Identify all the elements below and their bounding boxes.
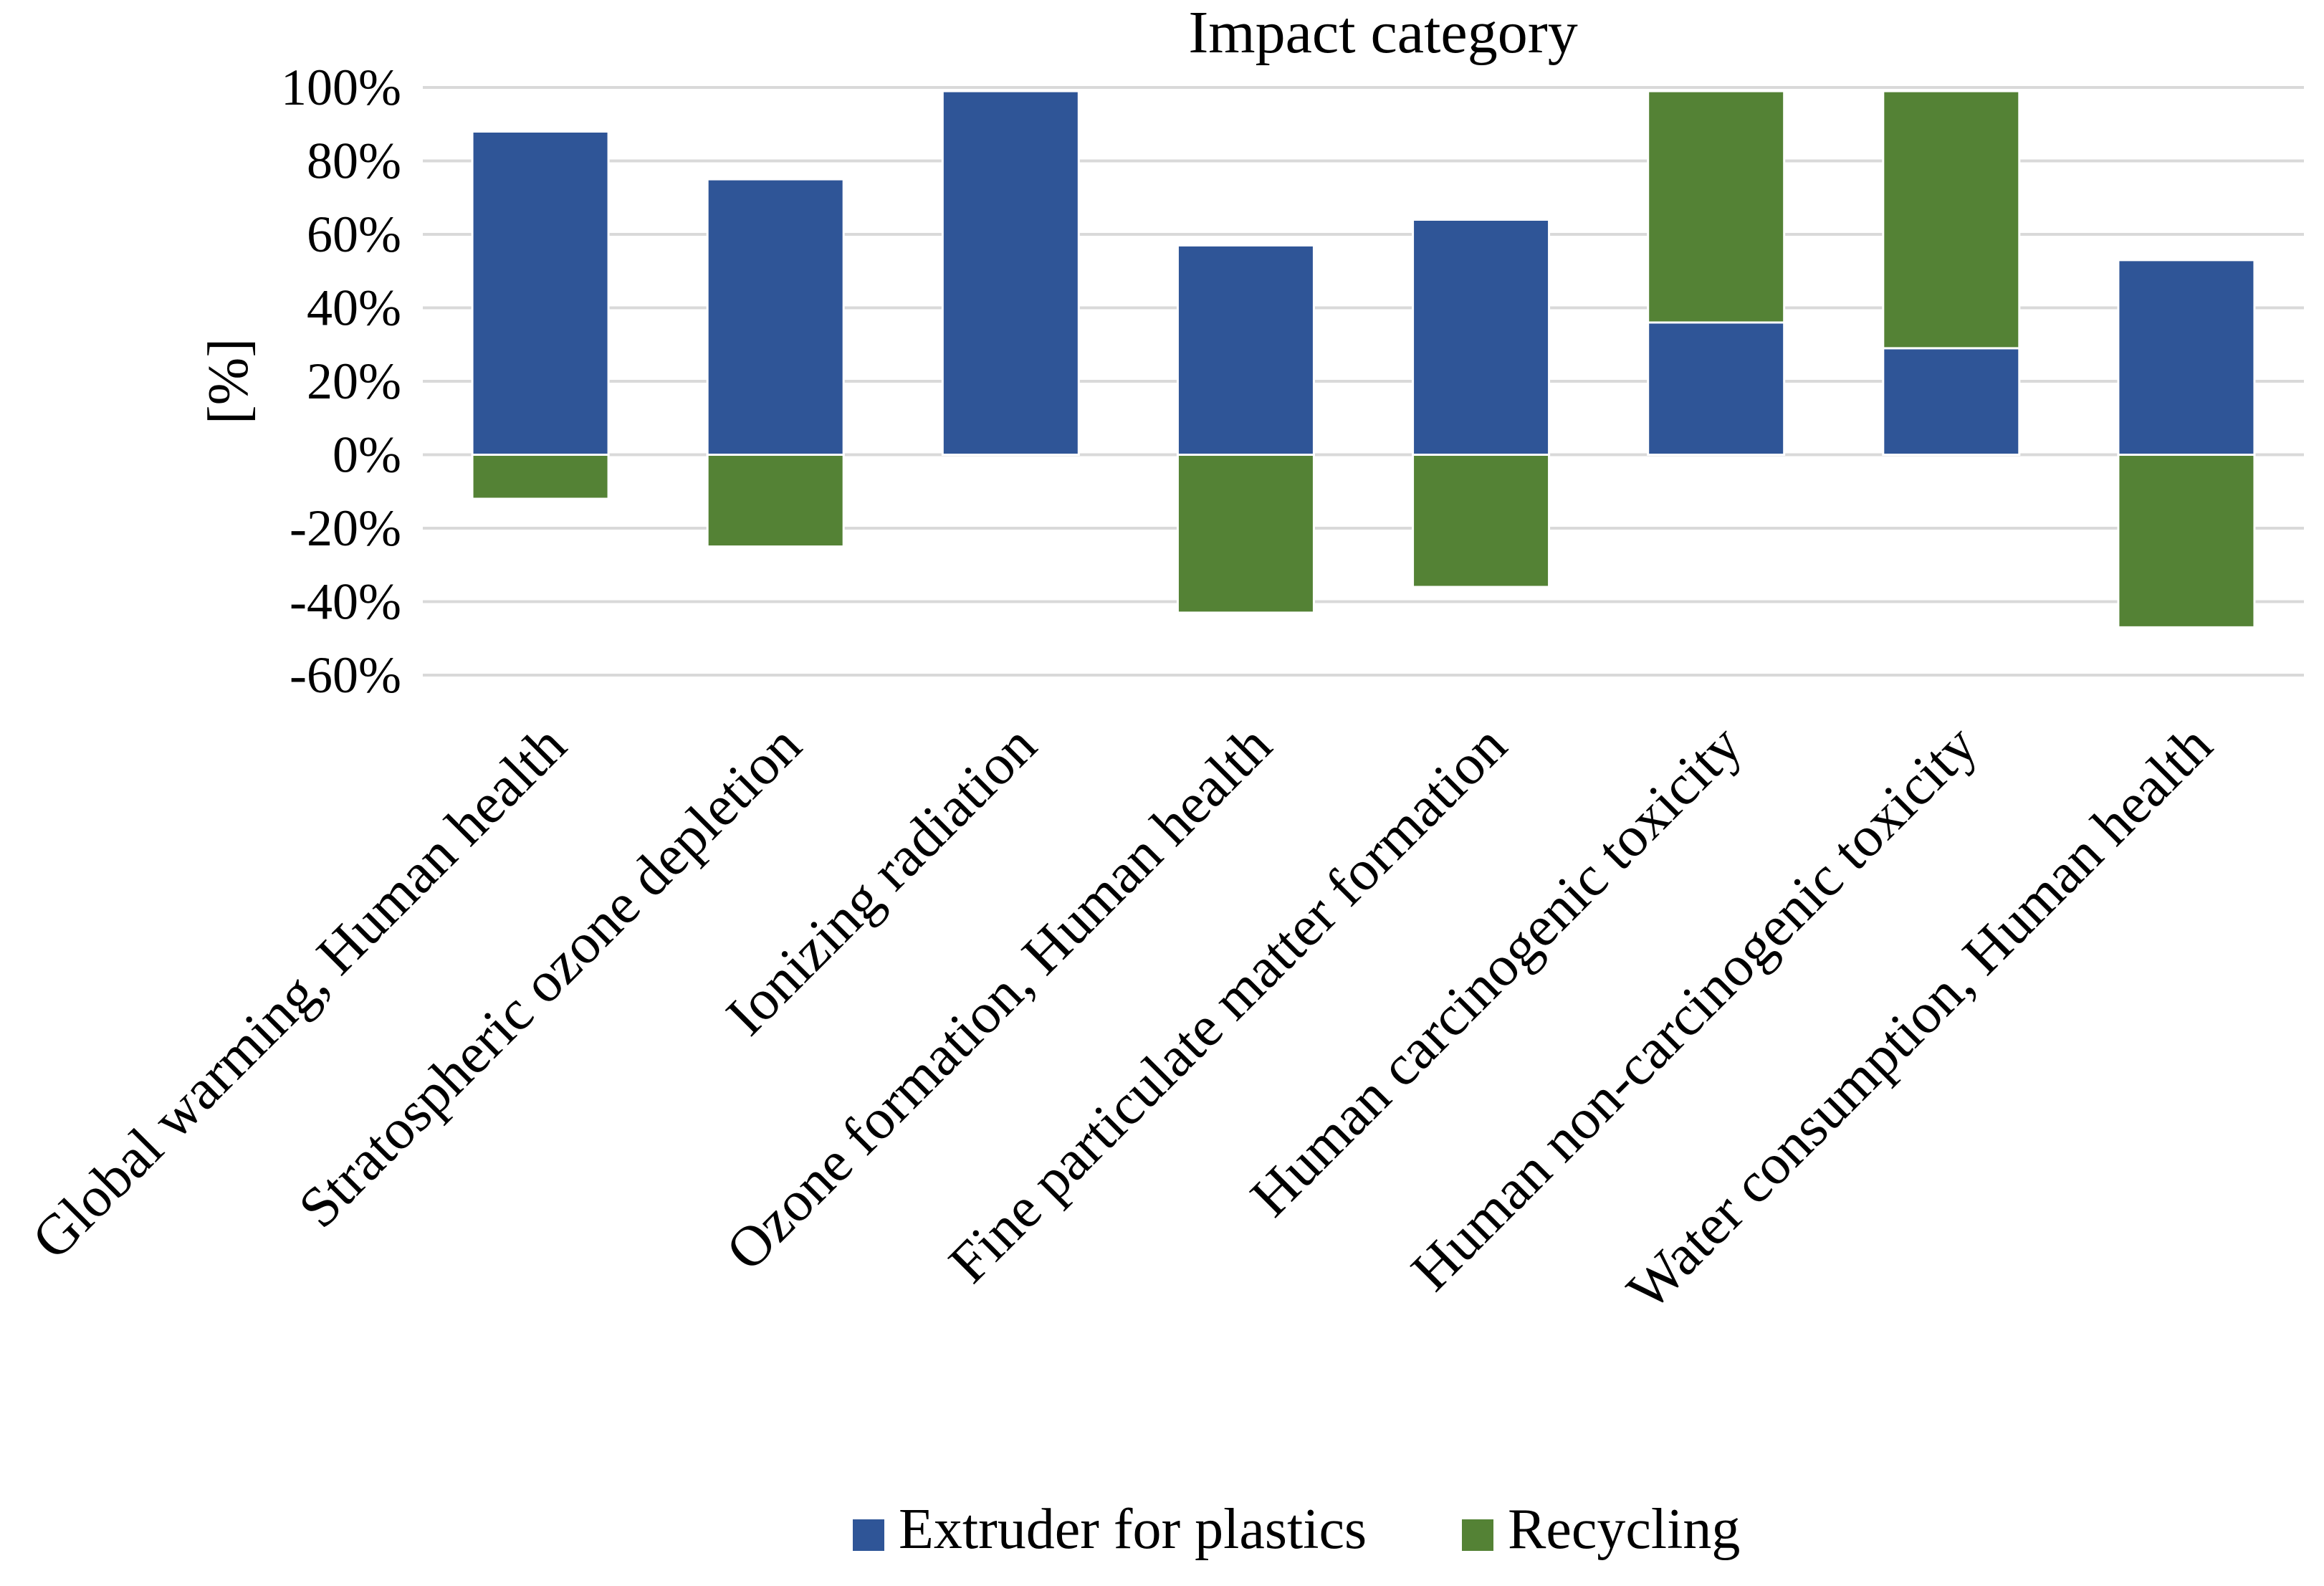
bar-extruder-for-plastics xyxy=(941,90,1080,456)
legend-label: Recycling xyxy=(1508,1498,1740,1561)
bar-extruder-for-plastics xyxy=(1176,244,1315,456)
bar-recycling xyxy=(1882,90,2021,350)
y-tick-label: 20% xyxy=(307,353,401,410)
y-tick-label: -60% xyxy=(290,646,401,704)
x-axis-category-labels: Global warming, Human healthStratospheri… xyxy=(20,714,2224,1322)
y-tick-label: 80% xyxy=(307,133,401,190)
x-tick-label: Stratospheric ozone depletion xyxy=(287,714,813,1241)
y-axis-label: [%] xyxy=(197,338,260,424)
bar-extruder-for-plastics xyxy=(1882,347,2021,456)
bar-recycling xyxy=(2117,454,2256,629)
gridlines xyxy=(423,86,2304,677)
bar-recycling xyxy=(1412,454,1551,588)
bar-recycling xyxy=(471,454,610,500)
bars xyxy=(471,90,2256,629)
legend-swatch xyxy=(1462,1519,1493,1551)
bar-extruder-for-plastics xyxy=(1647,321,1786,456)
legend-label: Extruder for plastics xyxy=(899,1498,1367,1561)
y-axis-tick-labels: 100% 80% 60% 40% 20% 0% -20% -40% -60% xyxy=(281,59,401,704)
y-tick-label: -40% xyxy=(290,573,401,631)
chart-title: Impact category xyxy=(1188,0,1577,66)
bar-recycling xyxy=(1176,454,1315,614)
bar-recycling xyxy=(1647,90,1786,324)
y-tick-label: 40% xyxy=(307,280,401,337)
y-tick-label: 0% xyxy=(333,426,401,484)
bar-extruder-for-plastics xyxy=(2117,259,2256,456)
y-tick-label: 100% xyxy=(281,59,401,116)
bar-extruder-for-plastics xyxy=(471,130,610,456)
bar-recycling xyxy=(706,454,845,548)
legend: Extruder for plastics Recycling xyxy=(853,1498,1740,1561)
y-tick-label: -20% xyxy=(290,500,401,557)
x-tick-label: Human carcinogenic toxicity xyxy=(1239,714,1754,1229)
bar-extruder-for-plastics xyxy=(1412,219,1551,456)
bar-extruder-for-plastics xyxy=(706,178,845,456)
y-tick-label: 60% xyxy=(307,206,401,263)
legend-swatch xyxy=(853,1519,884,1551)
